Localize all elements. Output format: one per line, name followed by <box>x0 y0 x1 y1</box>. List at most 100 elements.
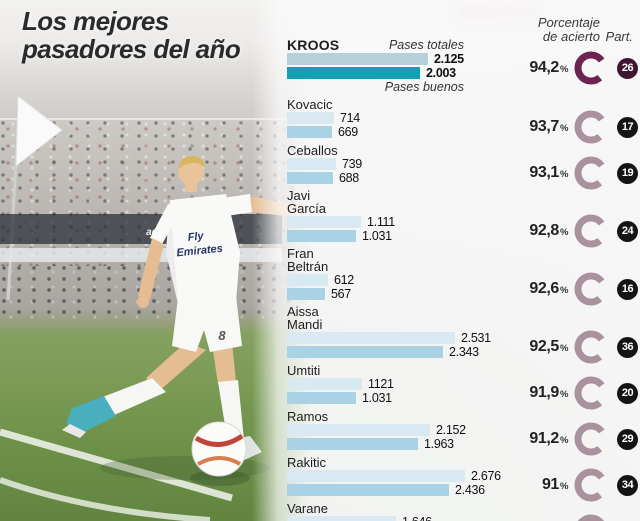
player-row-left: Rakitic 2.676 2.436 <box>287 455 512 498</box>
player-left-sock <box>100 378 166 416</box>
player-row: Kovacic 714 669 93,7% 17 <box>287 97 638 144</box>
total-passes-bar <box>287 112 334 124</box>
total-passes-value: 2.125 <box>434 52 464 66</box>
accuracy-header-line1: Porcentaje <box>537 15 600 30</box>
player-hair <box>178 155 205 170</box>
percent-sign: % <box>559 227 568 238</box>
participation-badge: 16 <box>617 278 638 300</box>
accuracy-ring-icon <box>574 376 608 410</box>
player-name-line: KROOS Pases totales <box>287 38 512 52</box>
ball-pattern-2 <box>197 456 242 466</box>
participation-badge: 26 <box>617 57 638 79</box>
good-passes-bar <box>287 346 443 358</box>
good-bar-line: 669 <box>287 126 512 138</box>
ball-outline <box>191 421 247 477</box>
accuracy-number: 92,6 <box>529 280 559 297</box>
total-bar-line: 1121 <box>287 378 512 390</box>
total-passes-bar <box>287 274 328 286</box>
player-row-right: 92,5% 36 <box>512 330 638 364</box>
accuracy-number: 92,5 <box>529 338 559 355</box>
good-passes-value: 669 <box>338 125 358 139</box>
percent-sign: % <box>559 435 568 446</box>
total-bar-line: 739 <box>287 158 512 170</box>
good-bar-line: 567 <box>287 288 512 300</box>
ball-pattern-1 <box>194 433 244 447</box>
player-name: KROOS <box>287 37 340 53</box>
ball-shadow <box>190 470 250 486</box>
participation-badge: 36 <box>617 336 638 358</box>
total-bar-line: 2.152 <box>287 424 512 436</box>
accuracy-number: 94,2 <box>529 59 559 76</box>
accuracy-ring-icon <box>574 110 608 144</box>
good-passes-bar <box>287 126 332 138</box>
accuracy-number: 93,1 <box>529 164 559 181</box>
player-row-left: Umtiti 1121 1.031 <box>287 363 512 406</box>
good-passes-value: 567 <box>331 287 351 301</box>
total-bar-line: 714 <box>287 112 512 124</box>
accuracy-value: 91% <box>512 476 568 494</box>
player-row-right: 91,2% 29 <box>512 422 638 456</box>
good-passes-value: 1.963 <box>424 437 454 451</box>
player-row-left: Fran Beltrán 612 567 <box>287 247 512 302</box>
accuracy-value: 91,2% <box>512 430 568 448</box>
pitch-line <box>0 428 233 502</box>
good-bar-line: 1.031 <box>287 230 512 242</box>
player-name: Aissa Mandi <box>287 304 323 332</box>
good-bar-line: 2.003 <box>287 67 512 79</box>
total-passes-bar <box>287 470 465 482</box>
player-row: Aissa Mandi 2.531 2.343 92,5% 36 <box>287 305 638 364</box>
player-row-right: 92,6% 16 <box>512 272 638 306</box>
player-head <box>178 159 204 185</box>
ad-board-dark <box>0 214 282 244</box>
participation-badge: 19 <box>617 162 638 184</box>
player-left-boot-sole <box>62 424 86 438</box>
good-passes-bar <box>287 392 356 404</box>
percent-sign: % <box>559 389 568 400</box>
player-row: Ceballos 739 688 93,1% 19 <box>287 143 638 190</box>
player-right-sleeve <box>222 194 254 216</box>
accuracy-number: 92,8 <box>529 222 559 239</box>
good-passes-bar <box>287 288 325 300</box>
jersey-sponsor-line1: Fly <box>187 230 205 244</box>
percent-sign: % <box>559 285 568 296</box>
shorts-number: 8 <box>218 328 226 343</box>
accuracy-value: 94,2% <box>512 59 568 77</box>
accuracy-value: 91,9% <box>512 384 568 402</box>
player-name-line: Ramos <box>287 409 512 423</box>
jersey-sponsor-line2: Emirates <box>176 243 223 260</box>
total-passes-bar <box>287 216 361 228</box>
player-left-forearm <box>138 238 164 300</box>
good-passes-value: 688 <box>339 171 359 185</box>
player-row: Fran Beltrán 612 567 92,6% 16 <box>287 247 638 306</box>
player-name-line: Kovacic <box>287 97 512 111</box>
player-neck <box>185 182 197 192</box>
player-left-sleeve <box>150 204 184 244</box>
player-row-left: Javi García 1.111 1.031 <box>287 189 512 244</box>
player-rows: KROOS Pases totales 2.125 2.003 Pases buenos… <box>287 38 638 521</box>
title-line-1: Los mejores <box>22 6 169 36</box>
total-passes-value: 739 <box>342 157 362 171</box>
total-passes-value: 2.152 <box>436 423 466 437</box>
total-passes-value: 1.646 <box>402 516 432 521</box>
passing-chart: KROOS Pases totales 2.125 2.003 Pases buenos… <box>287 38 638 521</box>
total-bar-line: 1.646 <box>287 516 512 521</box>
accuracy-value: 92,6% <box>512 280 568 298</box>
accuracy-ring-icon <box>574 330 608 364</box>
page-title: Los mejores pasadores del año <box>22 6 241 63</box>
player-name: Rakitic <box>287 455 327 470</box>
participation-badge: 24 <box>617 220 638 242</box>
player-row: Varane1.6461.49590,8%30 <box>287 501 638 521</box>
player-shorts <box>172 296 242 352</box>
good-passes-bar <box>287 230 356 242</box>
series-label-totales: Pases totales <box>388 38 464 52</box>
player-name: Ramos <box>287 409 329 424</box>
accuracy-ring-icon <box>574 272 608 306</box>
percent-sign: % <box>559 123 568 134</box>
participation-badge: 29 <box>617 428 638 450</box>
player-row-right: 94,2% 26 <box>512 51 638 85</box>
good-bar-line: 688 <box>287 172 512 184</box>
player-row-left: Aissa Mandi 2.531 2.343 <box>287 305 512 360</box>
accuracy-ring-icon <box>574 156 608 190</box>
player-name: Fran Beltrán <box>287 246 329 274</box>
